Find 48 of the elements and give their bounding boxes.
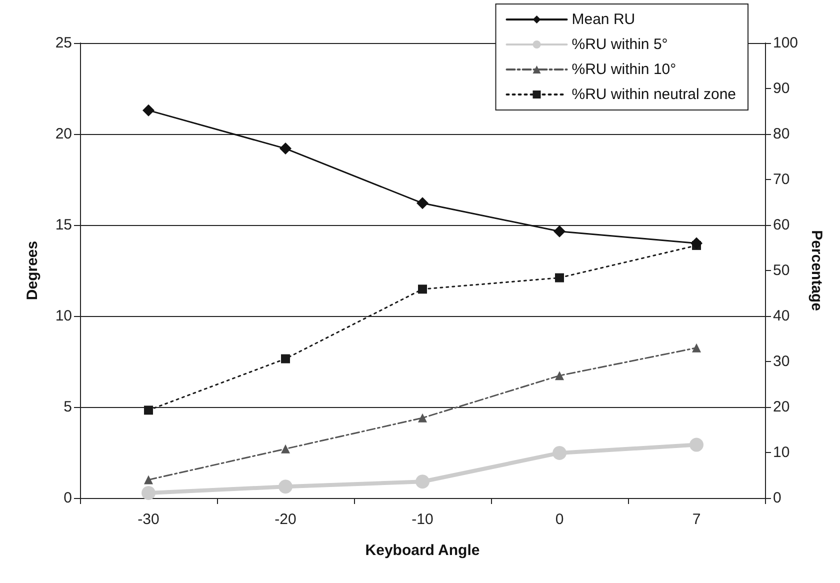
point — [281, 444, 290, 454]
point — [418, 284, 427, 294]
y-tick-label: 15 — [55, 216, 72, 234]
legend-label: %RU within 5° — [572, 36, 668, 53]
x-tick-label: 0 — [555, 511, 564, 528]
y-tick-label: 10 — [55, 308, 72, 324]
point — [416, 474, 430, 489]
point — [692, 343, 701, 352]
y2-tick-label: 30 — [773, 353, 790, 370]
y2-tick-label: 40 — [773, 308, 790, 324]
y2-axis-title: Percentage — [808, 230, 825, 311]
x-tick-label: 7 — [692, 511, 701, 528]
point — [690, 438, 704, 452]
legend-label: %RU within 10° — [572, 61, 676, 78]
point — [555, 371, 564, 380]
point — [416, 197, 428, 210]
x-tick-label: -30 — [138, 511, 160, 528]
point — [144, 406, 153, 415]
point — [555, 273, 564, 282]
legend-label: %RU within neutral zone — [572, 86, 736, 103]
point — [281, 354, 290, 364]
y2-tick-label: 10 — [773, 444, 790, 461]
y2-tick-label: 20 — [773, 398, 790, 416]
y2-tick-label: 60 — [773, 216, 790, 234]
y2-tick-label: 100 — [773, 34, 798, 52]
y2-tick-label: 70 — [773, 171, 790, 188]
y-tick-label: 5 — [64, 398, 72, 416]
point — [418, 413, 427, 422]
y-tick-label: 20 — [55, 126, 72, 142]
point — [278, 480, 292, 494]
point — [552, 446, 566, 460]
point — [280, 142, 292, 155]
y2-tick-label: 80 — [773, 126, 790, 142]
point — [142, 486, 156, 500]
x-axis-title: Keyboard Angle — [365, 542, 480, 559]
y2-tick-label: 0 — [773, 490, 782, 506]
y2-tick-label: 50 — [773, 262, 790, 279]
x-tick-label: -10 — [412, 511, 434, 528]
point — [554, 225, 566, 238]
y-tick-label: 25 — [55, 34, 72, 52]
point — [144, 475, 153, 484]
y2-tick-label: 90 — [773, 80, 790, 97]
y-axis-title: Degrees — [24, 240, 41, 300]
point — [690, 237, 702, 250]
y-tick-label: 0 — [64, 490, 72, 506]
legend-label: Mean RU — [572, 11, 636, 28]
point — [142, 104, 154, 116]
x-tick-label: -20 — [274, 511, 296, 528]
